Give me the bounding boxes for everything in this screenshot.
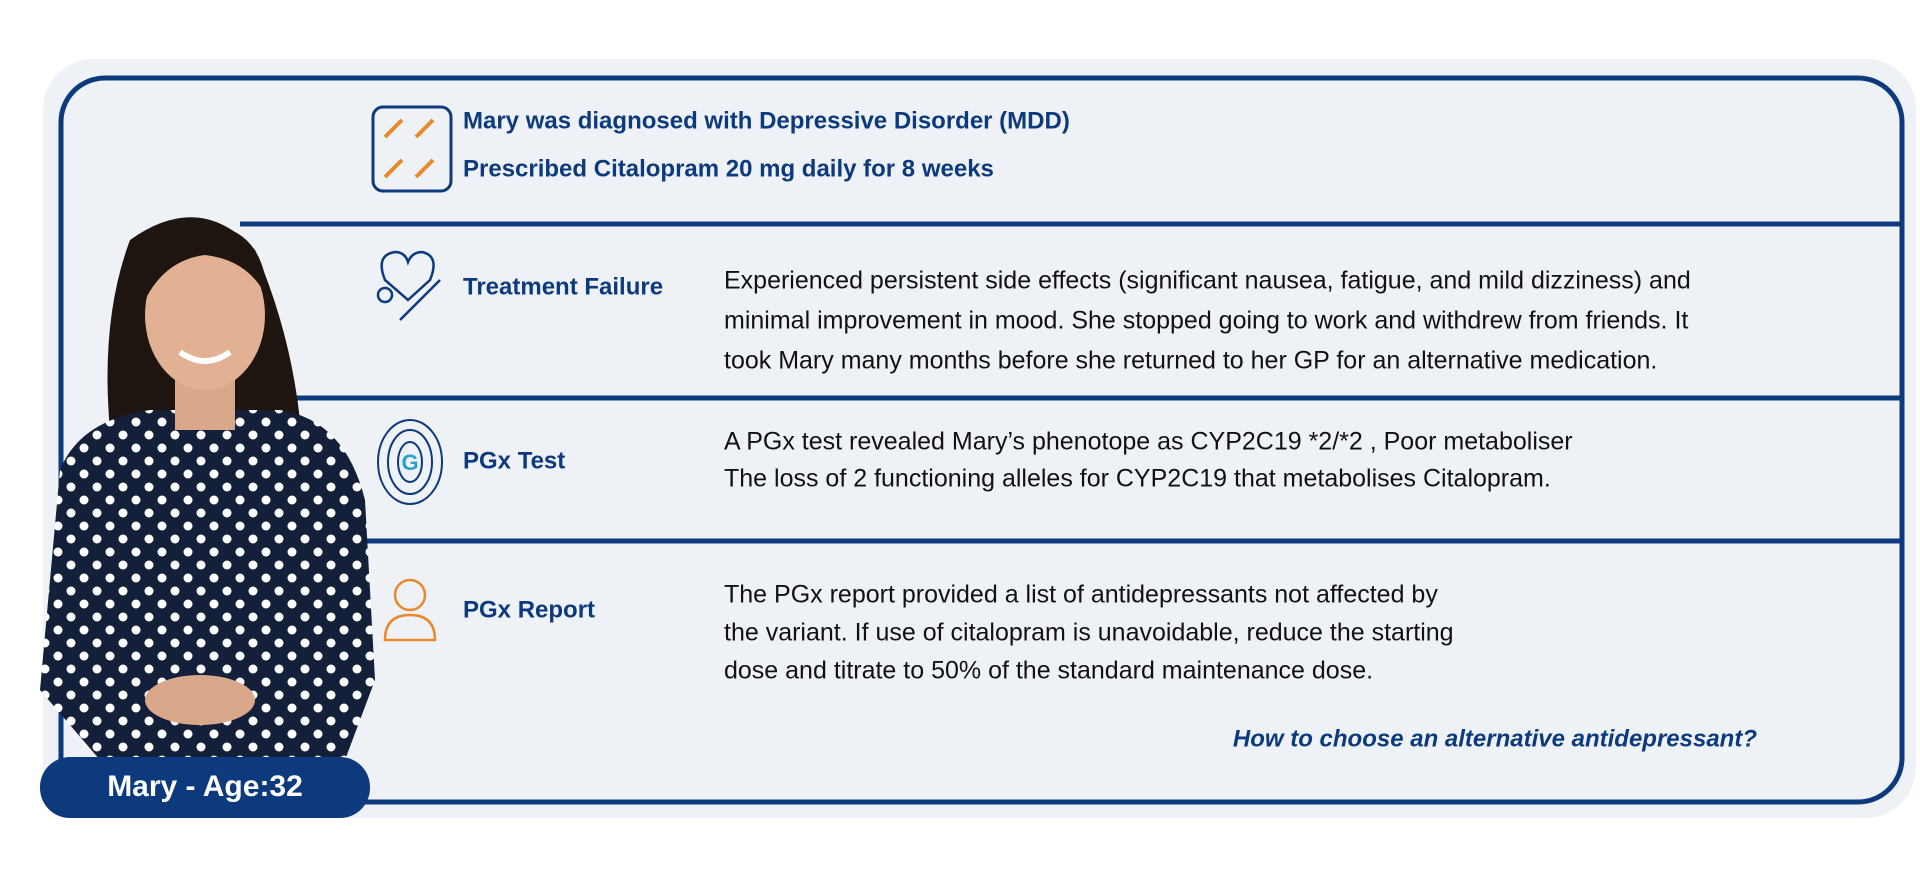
section-text: The PGx report provided a list of antide… xyxy=(724,581,1438,609)
section-label: Treatment Failure xyxy=(463,273,663,300)
question: How to choose an alternative antidepress… xyxy=(1233,725,1757,752)
section-label: PGx Test xyxy=(463,447,565,474)
section-text: the variant. If use of citalopram is una… xyxy=(724,619,1454,647)
card-border xyxy=(58,75,1905,805)
doctor-icon xyxy=(383,578,437,642)
section-text: Experienced persistent side effects (sig… xyxy=(724,267,1691,295)
pill-icon xyxy=(371,105,453,193)
header-line: Mary was diagnosed with Depressive Disor… xyxy=(463,107,1070,134)
badge xyxy=(40,757,370,818)
person-illustration xyxy=(40,217,375,760)
svg-text:G: G xyxy=(401,450,418,475)
section-text: minimal improvement in mood. She stopped… xyxy=(724,307,1688,335)
badge-text: Mary - Age:32 xyxy=(107,770,303,803)
fingerprint-icon: G xyxy=(377,419,443,505)
section-text: took Mary many months before she returne… xyxy=(724,347,1657,375)
section-text: The loss of 2 functioning alleles for CY… xyxy=(724,465,1551,493)
section-text: dose and titrate to 50% of the standard … xyxy=(724,657,1373,685)
section-text: A PGx test revealed Mary’s phenotope as … xyxy=(724,428,1573,456)
section-label: PGx Report xyxy=(463,596,595,623)
treatment-icon xyxy=(376,250,441,321)
header-line: Prescribed Citalopram 20 mg daily for 8 … xyxy=(463,155,994,182)
background-panel xyxy=(43,59,1916,818)
